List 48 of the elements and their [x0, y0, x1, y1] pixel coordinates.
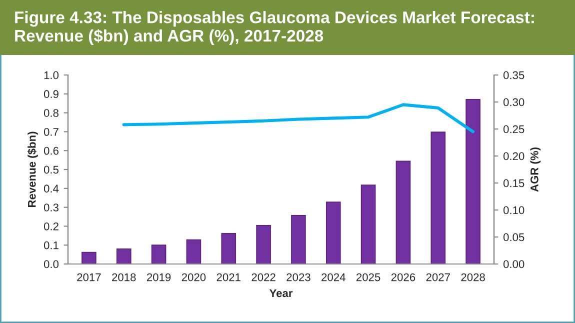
y-tick-label: 0.1	[44, 241, 58, 250]
y-tick-label: 0.3	[44, 204, 58, 212]
x-axis-title: Year	[269, 289, 293, 298]
y2-tick-label: 0.10	[503, 206, 524, 214]
x-tick-label: 2024	[322, 273, 346, 282]
bar	[151, 244, 166, 264]
line-series	[122, 103, 475, 134]
bar	[256, 225, 271, 264]
bar	[291, 215, 306, 264]
y-tick-label: 0.6	[44, 146, 58, 155]
x-tick-label: 2025	[356, 273, 380, 282]
y2-tick-label: 0.05	[503, 233, 524, 242]
y-tick-label: 0.7	[44, 128, 58, 136]
bar	[326, 202, 341, 264]
x-tick-label: 2023	[286, 273, 310, 282]
bar	[396, 160, 411, 264]
chart-title: Figure 4.33: The Disposables Glaucoma Devices Market Forecast: Revenue ($bn) and AGR (%), 2017-2028	[15, 11, 534, 45]
y2-axis-title: AGR (%)	[530, 148, 541, 192]
y-tick-label: 1.0	[44, 71, 59, 80]
y2-tick-label: 0.30	[503, 98, 524, 106]
x-tick-label: 2017	[77, 273, 101, 282]
y-tick-label: 0.5	[44, 166, 59, 174]
bar	[360, 184, 376, 264]
bar	[82, 252, 96, 264]
x-tick-label: 2019	[146, 273, 171, 282]
y-tick-label: 0.4	[44, 184, 59, 193]
x-tick-label: 2018	[112, 273, 136, 282]
y-tick-label: 0.2	[44, 222, 58, 230]
y2-tick-label: 0.15	[503, 179, 524, 188]
y-axis-title: Revenue ($bn)	[27, 132, 38, 208]
y-tick-label: 0.8	[44, 109, 58, 117]
y2-tick-label: 0.20	[503, 152, 524, 160]
x-tick-label: 2020	[182, 273, 206, 282]
x-tick-label: 2027	[426, 273, 450, 282]
y-tick-label: 0.9	[44, 90, 58, 98]
y-tick-label: 0.0	[44, 260, 59, 268]
bar	[186, 239, 202, 264]
y2-tick-label: 0.35	[503, 71, 524, 80]
bar	[466, 98, 480, 264]
x-tick-label: 2022	[252, 273, 276, 282]
bar	[430, 132, 446, 264]
x-tick-label: 2028	[461, 273, 485, 282]
x-tick-label: 2021	[216, 273, 240, 282]
y2-tick-label: 0.25	[503, 125, 524, 134]
bar	[221, 232, 236, 264]
y2-tick-label: 0.00	[503, 260, 524, 268]
x-tick-label: 2026	[391, 273, 416, 282]
bar	[116, 248, 132, 264]
